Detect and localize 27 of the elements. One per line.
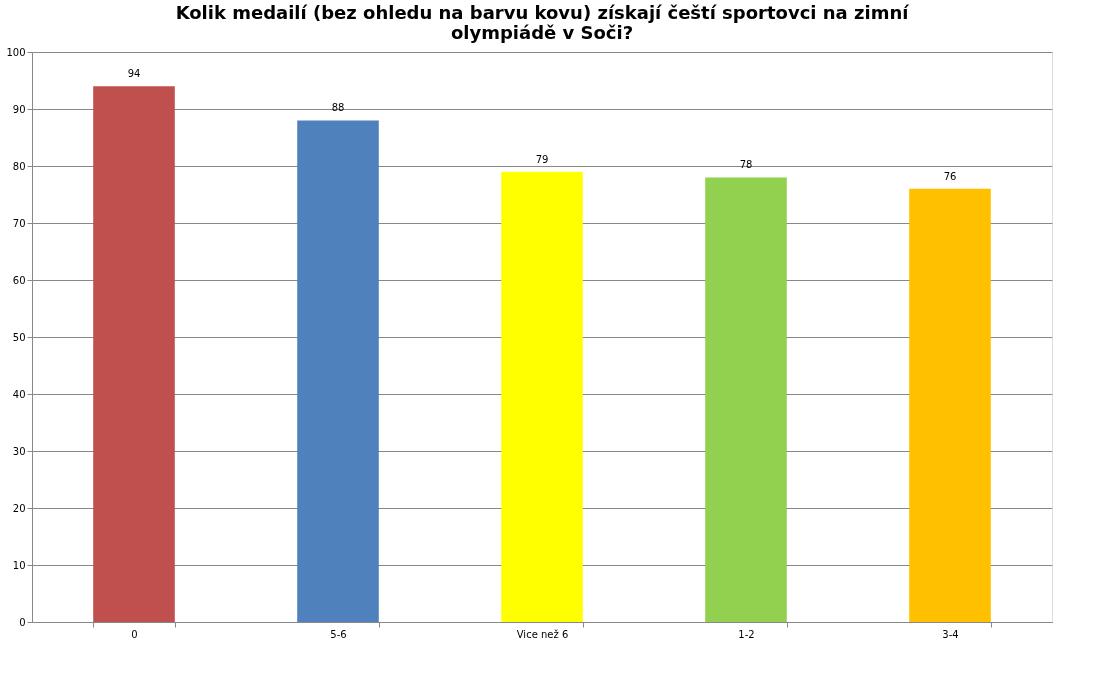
chart-title: Kolik medailí (bez ohledu na barvu kovu) získají čeští sportovci na zimní olympiádě v Soči? (175, 2, 910, 43)
y-tick-label: 70 (12, 217, 26, 229)
y-tick-label: 80 (12, 160, 26, 172)
data-label: 78 (739, 159, 753, 171)
y-tick-label: 0 (19, 616, 26, 628)
data-label: 88 (331, 102, 345, 114)
y-tick-label: 50 (12, 331, 26, 343)
y-tick-label: 60 (12, 274, 26, 286)
data-label: 76 (943, 170, 957, 182)
x-tick-label: 0 (131, 628, 138, 640)
data-label: 94 (127, 68, 141, 80)
x-tick-label: 5-6 (330, 628, 347, 640)
x-tick-label: Vice než 6 (516, 628, 569, 640)
y-tick-label: 90 (12, 103, 26, 115)
bar (501, 171, 583, 622)
bar (93, 86, 175, 622)
bar (909, 188, 991, 622)
y-tick-label: 20 (12, 502, 26, 514)
data-label: 79 (535, 153, 549, 165)
y-tick-label: 10 (12, 559, 26, 571)
y-tick-label: 30 (12, 445, 26, 457)
x-tick-label: 3-4 (942, 628, 959, 640)
bar (297, 120, 379, 622)
y-tick-label: 40 (12, 388, 26, 400)
bar (705, 177, 787, 622)
x-tick-label: 1-2 (738, 628, 755, 640)
y-tick-label: 100 (6, 46, 26, 58)
